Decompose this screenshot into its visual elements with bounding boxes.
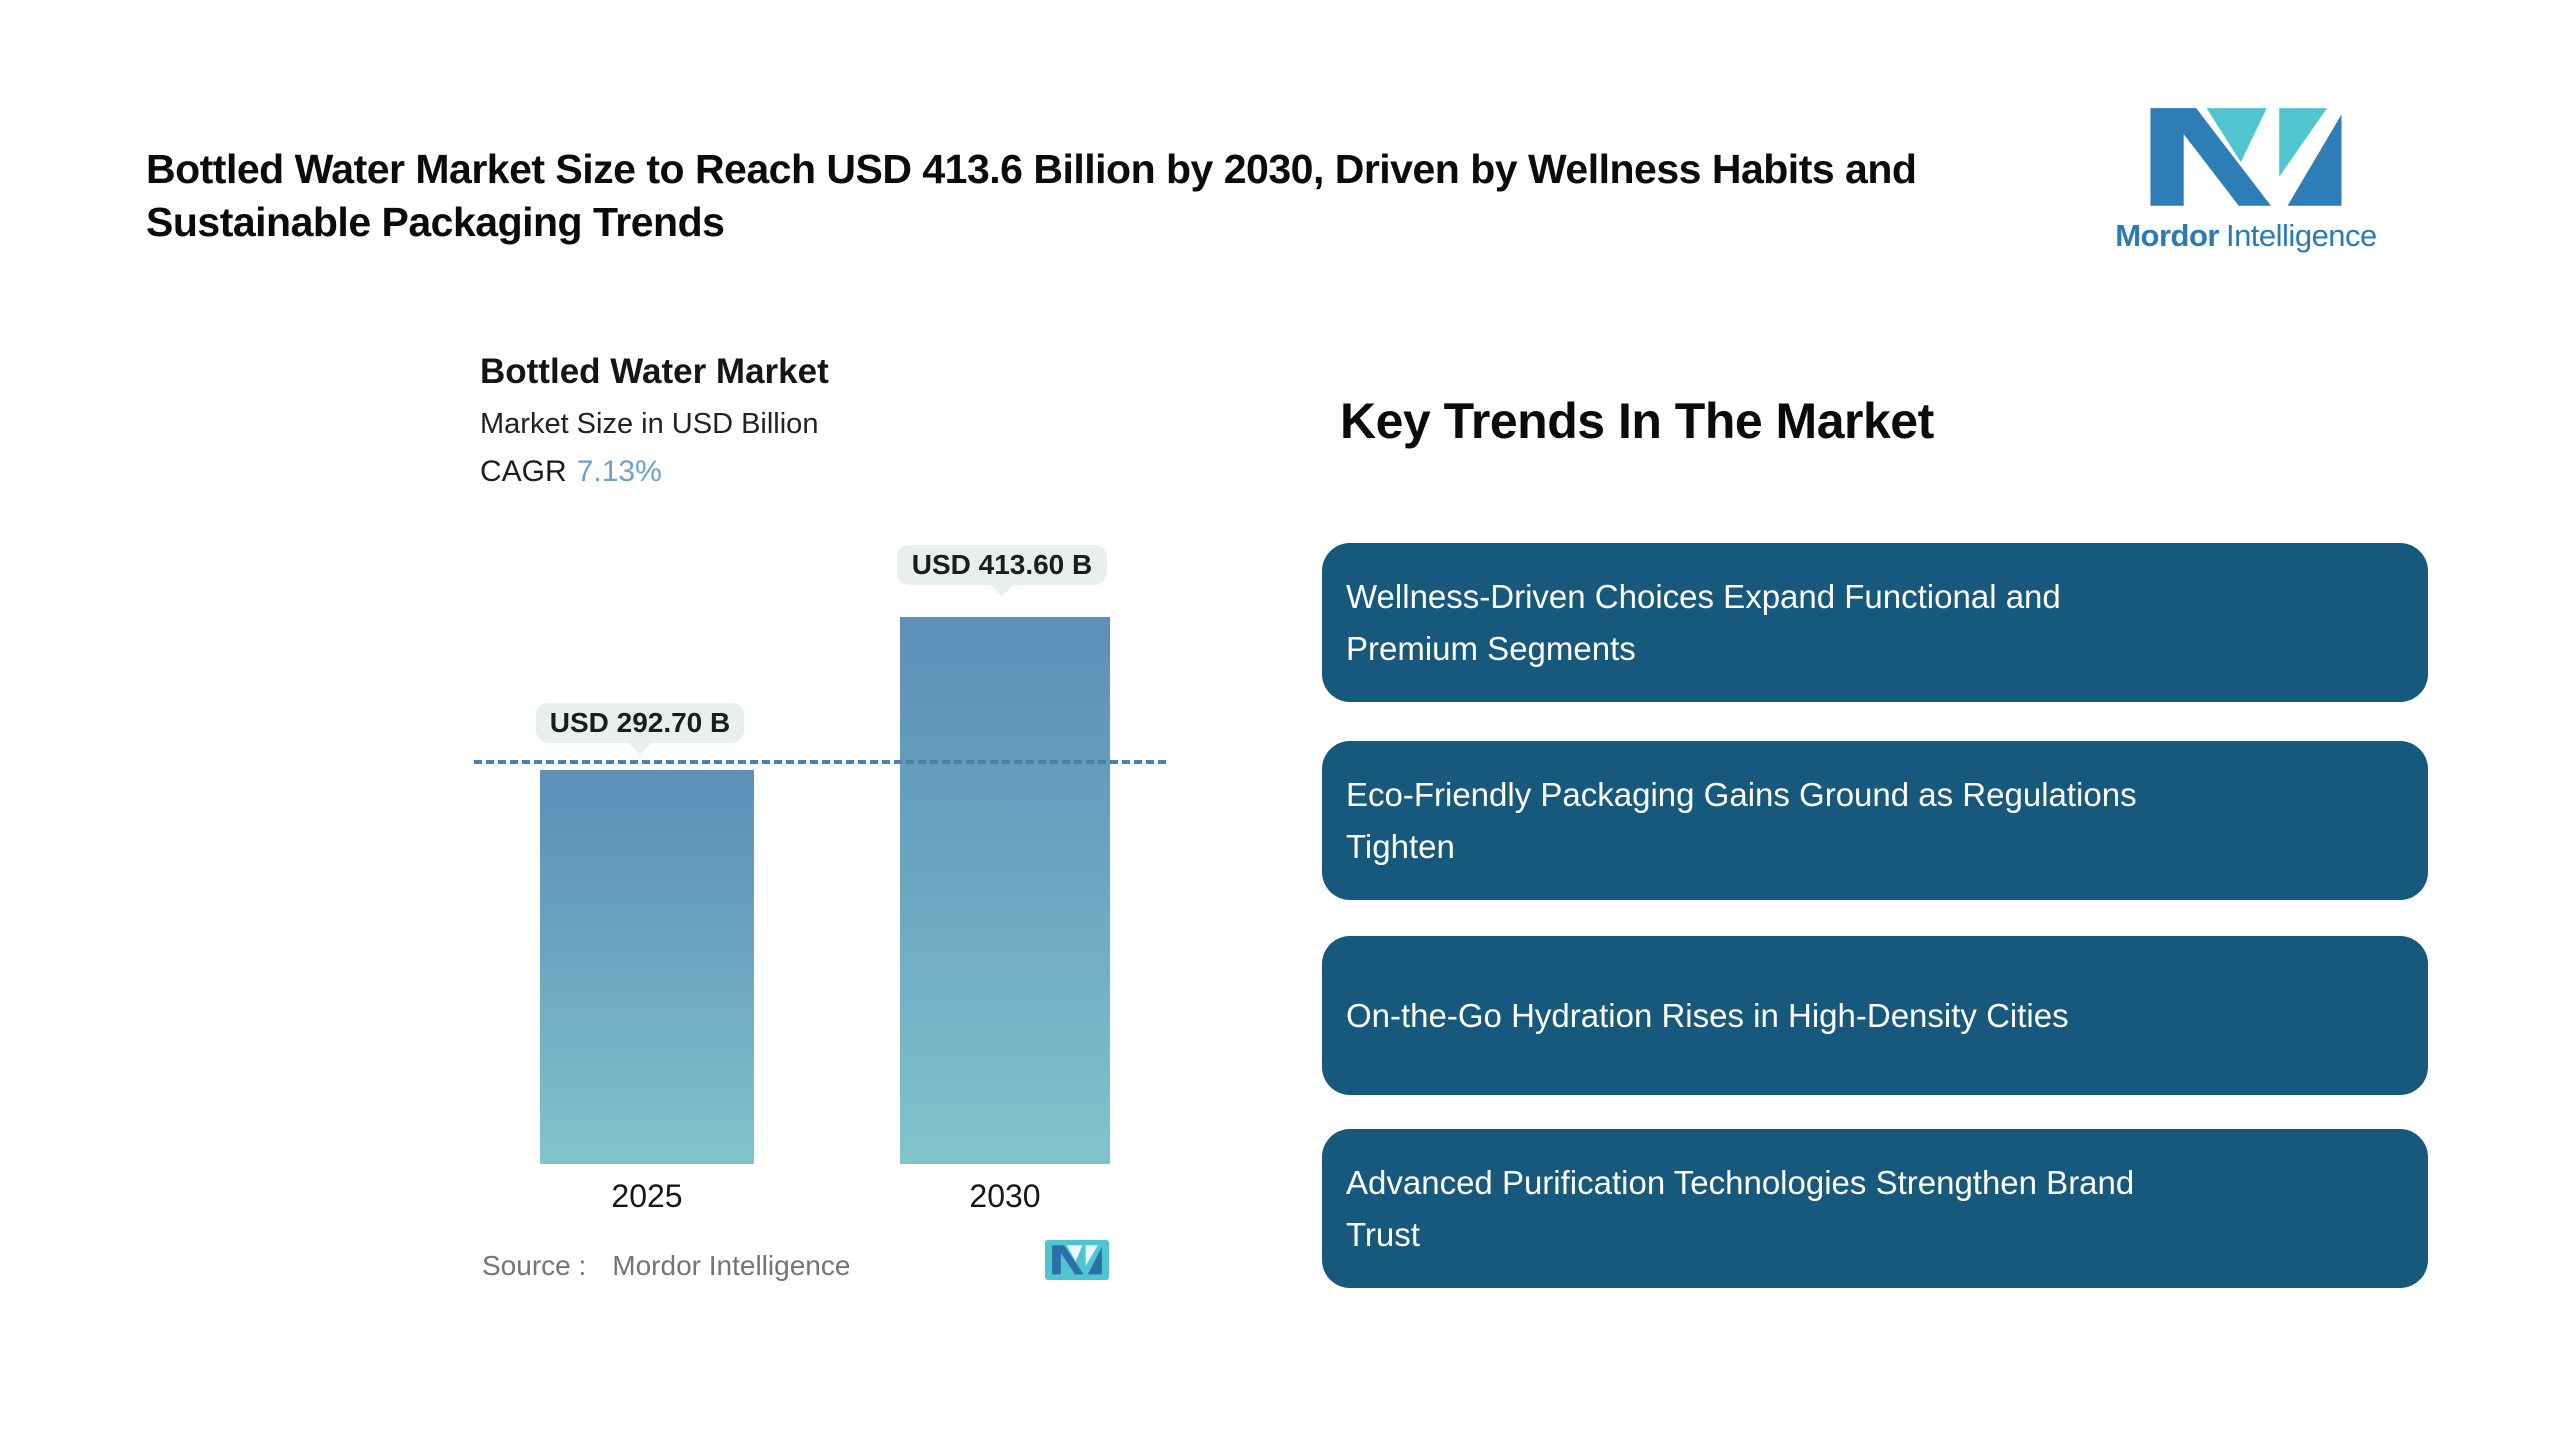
trend-text: Eco-Friendly Packaging Gains Ground as R… [1346, 775, 2137, 865]
reference-dashed-line [474, 760, 1166, 764]
brand-name-bold: Mordor [2115, 218, 2219, 253]
source-row: Source : Mordor Intelligence [482, 1250, 850, 1282]
mordor-intelligence-logo-icon [2150, 108, 2342, 206]
bar-value-label-2030: USD 413.60 B [897, 545, 1107, 585]
trends-heading: Key Trends In The Market [1340, 393, 1934, 449]
x-axis-label-2030: 2030 [969, 1178, 1041, 1214]
trend-box-wellness: Wellness-Driven Choices Expand Functiona… [1322, 543, 2428, 702]
trend-box-on-the-go: On-the-Go Hydration Rises in High-Densit… [1322, 936, 2428, 1095]
trend-text: Advanced Purification Technologies Stren… [1346, 1163, 2135, 1253]
bar-value-label-2025: USD 292.70 B [536, 703, 744, 743]
brand-name-regular: Intelligence [2225, 218, 2377, 253]
brand-logo: Mordor Intelligence [2096, 104, 2396, 254]
source-logo-icon [1045, 1240, 1109, 1285]
trend-text: Wellness-Driven Choices Expand Functiona… [1346, 577, 2061, 667]
trend-text: On-the-Go Hydration Rises in High-Densit… [1346, 996, 2069, 1034]
chart-title: Bottled Water Market [480, 352, 829, 391]
brand-wordmark: Mordor Intelligence [2096, 218, 2396, 254]
chart-subtitle: Market Size in USD Billion [480, 408, 819, 440]
trend-box-purification: Advanced Purification Technologies Stren… [1322, 1129, 2428, 1288]
cagr-label: CAGR [480, 455, 567, 488]
trend-box-eco-packaging: Eco-Friendly Packaging Gains Ground as R… [1322, 741, 2428, 900]
cagr-value: 7.13% [576, 455, 662, 488]
source-value: Mordor Intelligence [612, 1250, 851, 1281]
bar-2030 [900, 617, 1110, 1164]
bar-2025 [540, 770, 754, 1164]
chart-cagr: CAGR 7.13% [480, 455, 662, 489]
x-axis-label-2025: 2025 [611, 1178, 683, 1214]
source-label: Source : [482, 1250, 587, 1281]
page-title: Bottled Water Market Size to Reach USD 4… [146, 146, 1917, 246]
